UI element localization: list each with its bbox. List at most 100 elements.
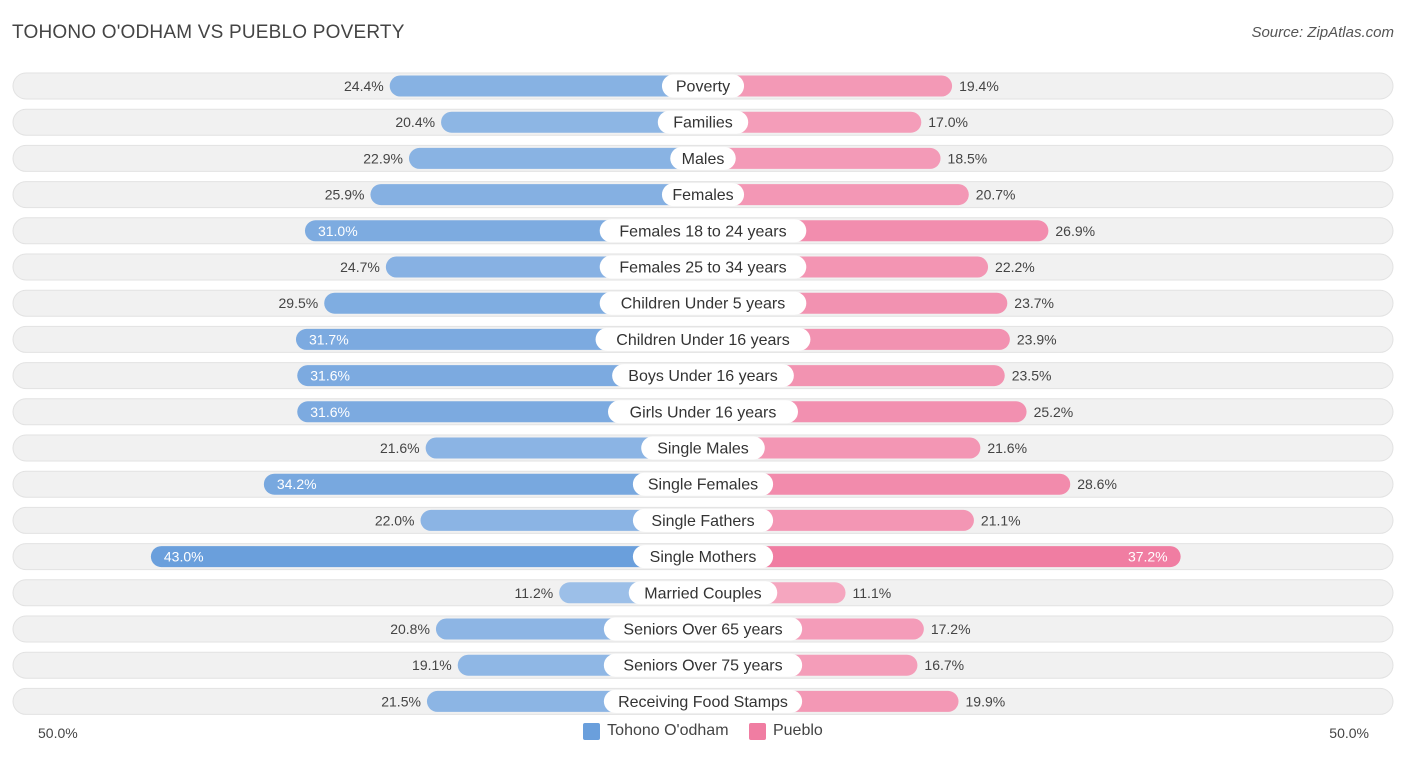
category-label: Single Females <box>648 477 758 494</box>
value-label-right: 20.7% <box>976 187 1016 203</box>
bar-left <box>408 147 703 169</box>
chart-title: TOHONO O'ODHAM VS PUEBLO POVERTY <box>12 22 405 43</box>
value-label-right: 17.0% <box>928 114 968 130</box>
category-label-background <box>603 653 803 677</box>
value-label-left: 31.6% <box>310 368 350 384</box>
category-label-background <box>661 74 745 98</box>
bar-left <box>297 365 703 387</box>
legend: Tohono O'odham Pueblo <box>0 722 1406 745</box>
legend-item-right: Pueblo <box>748 722 823 740</box>
value-label-left: 29.5% <box>279 295 319 311</box>
category-label: Poverty <box>676 79 730 96</box>
bar-left <box>263 473 703 495</box>
category-label: Seniors Over 75 years <box>623 658 782 675</box>
bar-right <box>703 111 922 133</box>
category-label: Single Fathers <box>651 513 754 530</box>
value-label-left: 24.7% <box>340 259 380 275</box>
value-label-left: 11.2% <box>515 585 554 601</box>
value-label-left: 22.9% <box>363 150 403 166</box>
value-label-right: 17.2% <box>931 621 971 637</box>
category-label-background <box>612 364 794 388</box>
value-label-left: 20.8% <box>390 621 430 637</box>
value-label-right: 16.7% <box>924 657 964 673</box>
category-label-background <box>657 110 749 134</box>
value-label-left: 21.6% <box>380 440 420 456</box>
bar-right <box>703 75 953 97</box>
bar-left <box>420 509 703 531</box>
bar-left <box>425 437 703 459</box>
value-label-left: 25.9% <box>325 187 365 203</box>
value-label-right: 19.4% <box>959 78 999 94</box>
bar-right <box>703 147 941 169</box>
value-label-left: 21.5% <box>381 693 421 709</box>
value-label-right: 28.6% <box>1077 476 1117 492</box>
value-label-right: 21.6% <box>987 440 1027 456</box>
category-label-background <box>599 219 807 243</box>
category-label: Receiving Food Stamps <box>618 694 788 711</box>
axis-label-right: 50.0% <box>1329 725 1369 741</box>
category-label: Seniors Over 65 years <box>623 622 782 639</box>
category-label: Families <box>673 115 733 132</box>
bar-right <box>703 546 1181 568</box>
legend-label-right: Pueblo <box>772 722 823 739</box>
bar-right <box>703 473 1071 495</box>
bar-left <box>297 401 703 423</box>
category-label-background <box>599 255 807 279</box>
category-label: Girls Under 16 years <box>630 404 777 421</box>
bar-left <box>389 75 703 97</box>
value-label-right: 18.5% <box>948 150 988 166</box>
category-label-background <box>670 146 736 170</box>
bar-right <box>703 184 969 206</box>
value-label-left: 43.0% <box>164 549 204 565</box>
category-label: Children Under 5 years <box>621 296 786 313</box>
category-label-background <box>603 689 803 713</box>
category-label-background <box>599 291 807 315</box>
value-label-right: 26.9% <box>1055 223 1095 239</box>
category-label: Married Couples <box>644 585 761 602</box>
legend-label-left: Tohono O'odham <box>607 722 729 739</box>
value-label-right: 37.2% <box>1128 549 1168 565</box>
category-label-background <box>661 183 745 207</box>
value-label-left: 31.7% <box>309 331 349 347</box>
value-label-left: 31.6% <box>310 404 350 420</box>
bar-right <box>703 437 981 459</box>
category-label-background <box>632 545 774 569</box>
category-label-background <box>628 581 778 605</box>
value-label-left: 20.4% <box>395 114 435 130</box>
value-label-right: 22.2% <box>995 259 1035 275</box>
value-label-left: 22.0% <box>375 512 415 528</box>
category-label-background <box>603 617 803 641</box>
bar-left <box>441 111 703 133</box>
category-label: Boys Under 16 years <box>628 368 777 385</box>
axis-label-left: 50.0% <box>38 725 78 741</box>
category-label: Males <box>682 151 725 168</box>
source-note: Source: ZipAtlas.com <box>1251 24 1394 41</box>
value-label-right: 23.7% <box>1014 295 1054 311</box>
bar-left <box>370 184 703 206</box>
category-label: Single Males <box>657 441 749 458</box>
value-label-right: 23.5% <box>1012 368 1052 384</box>
category-label-background <box>641 436 765 460</box>
value-label-right: 25.2% <box>1034 404 1074 420</box>
value-label-left: 34.2% <box>277 476 317 492</box>
value-label-left: 24.4% <box>344 78 384 94</box>
value-label-left: 31.0% <box>318 223 358 239</box>
category-label-background <box>632 508 774 532</box>
value-label-right: 23.9% <box>1017 331 1057 347</box>
value-label-left: 19.1% <box>412 657 452 673</box>
bar-left <box>150 546 703 568</box>
category-label-background <box>595 327 811 351</box>
category-label: Children Under 16 years <box>616 332 789 349</box>
category-label-background <box>608 400 798 424</box>
legend-item-left: Tohono O'odham <box>583 722 729 740</box>
category-label: Females 18 to 24 years <box>619 223 786 240</box>
category-label: Single Mothers <box>650 549 757 566</box>
category-label: Females <box>672 187 733 204</box>
legend-swatch-right <box>748 722 766 740</box>
value-label-right: 21.1% <box>981 512 1021 528</box>
value-label-right: 19.9% <box>966 693 1006 709</box>
category-label: Females 25 to 34 years <box>619 260 786 277</box>
value-label-right: 11.1% <box>853 585 892 601</box>
legend-swatch-left <box>583 722 601 740</box>
